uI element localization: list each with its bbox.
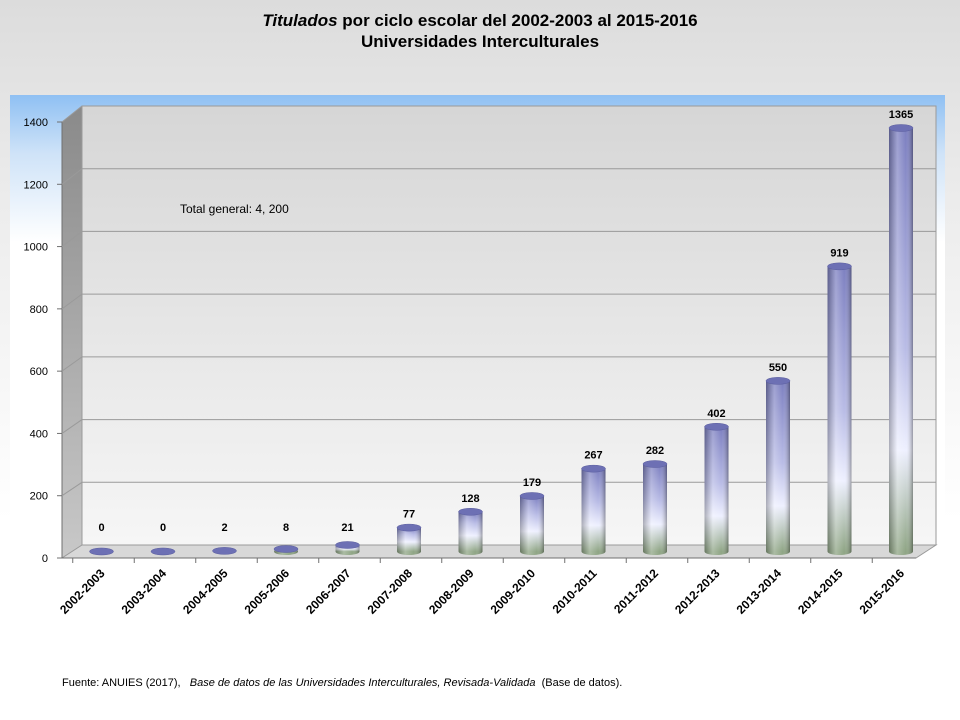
bar-shading [827, 266, 852, 556]
bar-shading [581, 468, 606, 556]
chart-title-line-2: Universidades Interculturales [360, 32, 600, 51]
data-label: 550 [769, 362, 787, 374]
data-label: 2 [221, 522, 227, 534]
bar-top [704, 423, 729, 431]
bar-top [212, 547, 237, 555]
bar-2014-2015 [827, 262, 852, 556]
bar-shading [704, 426, 729, 556]
gridline-side [61, 481, 83, 497]
bar-top [273, 545, 299, 553]
bars [89, 124, 914, 556]
data-label: 919 [830, 247, 848, 259]
gridlines [61, 105, 936, 497]
data-label: 0 [160, 522, 166, 534]
plot-floor [60, 544, 938, 559]
bar-top [888, 124, 914, 132]
plot-back-wall [81, 105, 937, 546]
bar-top [335, 541, 360, 549]
chart-title: Titulados por ciclo escolar del 2002-200… [0, 10, 960, 52]
source-note: Fuente: ANUIES (2017), Base de datos de … [62, 677, 622, 689]
bar-2003-2004 [150, 547, 176, 556]
gridline-side [61, 168, 83, 185]
data-label: 8 [283, 522, 289, 534]
source-suffix: (Base de datos). [538, 677, 623, 689]
gridline-side [61, 356, 83, 372]
bar-2004-2005 [212, 547, 237, 555]
y-tick-label: 1400 [24, 117, 48, 129]
bar-top [765, 377, 791, 385]
y-tick-label: 1200 [24, 179, 48, 191]
y-tick-label: 1000 [24, 242, 48, 254]
bar-top [458, 508, 483, 516]
gridline-side [61, 105, 83, 123]
y-tick-label: 400 [30, 428, 48, 440]
bar-top [396, 523, 422, 532]
data-label: 21 [341, 522, 353, 534]
data-label: 179 [523, 477, 541, 489]
bar-2005-2006 [273, 545, 299, 556]
data-label: 77 [403, 509, 415, 521]
y-tick-label: 0 [42, 553, 48, 565]
y-tick-label: 800 [30, 304, 48, 316]
bar-2008-2009 [458, 508, 483, 556]
source-prefix: Fuente: ANUIES (2017), [62, 677, 181, 689]
bar-2015-2016 [888, 124, 914, 556]
bar-2012-2013 [704, 423, 729, 556]
data-label: 267 [584, 450, 602, 462]
bar-shading [643, 464, 667, 556]
y-tick-labels: 0 200 400 600 800 1000 1200 1400 [24, 117, 62, 565]
chart-title-rest: por ciclo escolar del 2002-2003 al 2015-… [337, 11, 698, 30]
bar-top [519, 492, 545, 500]
data-labels: 0 0 2 8 21 77 128 179 267 282 402 550 919 1365 [98, 109, 913, 534]
gridline-side [61, 293, 83, 310]
bar-shading [889, 128, 913, 556]
y-tick-label: 200 [30, 491, 48, 503]
total-note: Total general: 4, 200 [180, 202, 289, 216]
bar-top [89, 547, 114, 556]
bar-shading [397, 527, 422, 556]
data-label: 0 [98, 522, 104, 534]
bar-top [827, 262, 852, 271]
bar-2013-2014 [765, 377, 791, 556]
bar-shading [458, 511, 483, 556]
data-label: 1365 [889, 109, 913, 121]
y-tick-label: 600 [30, 366, 48, 378]
bar-2010-2011 [581, 464, 606, 556]
bar-2002-2003 [89, 547, 114, 556]
chart-title-line-1: Titulados por ciclo escolar del 2002-200… [0, 10, 960, 31]
bar-top [581, 464, 606, 473]
bar-2007-2008 [396, 523, 422, 556]
bar-2011-2012 [642, 460, 668, 556]
data-label: 402 [707, 408, 725, 420]
bar-shading [766, 380, 790, 556]
gridline-side [61, 231, 83, 247]
source-italic: Base de datos de las Universidades Inter… [189, 677, 536, 689]
bar-2009-2010 [519, 492, 545, 556]
bar-top [642, 460, 668, 468]
bar-2006-2007 [335, 541, 360, 556]
chart-title-italic: Titulados [262, 11, 338, 30]
bar-shading [520, 495, 544, 556]
bar-top [150, 547, 176, 556]
gridline-side [61, 419, 83, 434]
plot-side-wall [62, 106, 82, 558]
data-label: 128 [461, 493, 479, 505]
data-label: 282 [646, 445, 664, 457]
